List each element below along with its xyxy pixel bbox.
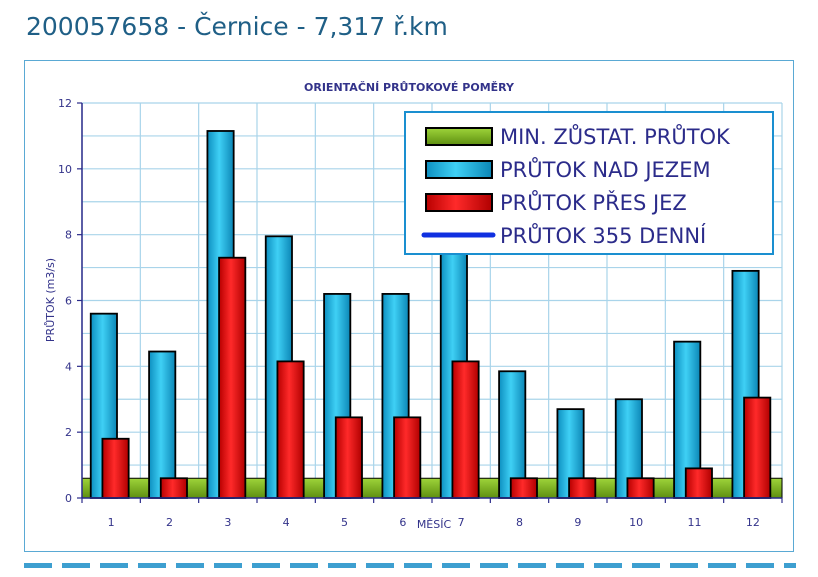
legend: MIN. ZŮSTAT. PRŮTOK PRŮTOK NAD JEZEM PRŮTO… <box>404 111 774 255</box>
x-tick-label: 9 <box>574 516 581 529</box>
x-tick-label: 7 <box>458 516 465 529</box>
y-tick-label: 10 <box>58 163 72 176</box>
x-tick-label: 3 <box>224 516 231 529</box>
x-tick-label: 10 <box>629 516 643 529</box>
x-tick-label: 11 <box>688 516 702 529</box>
x-tick-label: 8 <box>516 516 523 529</box>
x-tick-label: 5 <box>341 516 348 529</box>
y-axis-label: PRŮTOK (m3/s) <box>44 258 57 342</box>
chart-title: ORIENTAČNÍ PRŮTOKOVÉ POMĚRY <box>304 81 515 94</box>
bar-pres-jez-12 <box>743 396 772 499</box>
y-tick-label: 12 <box>58 97 72 110</box>
bar-nad-jezem-2 <box>148 350 177 499</box>
bar-pres-jez-8 <box>509 477 538 499</box>
x-tick-label: 12 <box>746 516 760 529</box>
y-tick-label: 6 <box>65 295 72 308</box>
bar-pres-jez-6 <box>393 416 422 499</box>
bar-pres-jez-10 <box>626 477 655 499</box>
bar-pres-jez-9 <box>568 477 597 499</box>
legend-swatch <box>425 160 493 179</box>
x-tick-label: 4 <box>283 516 290 529</box>
x-tick-label: 1 <box>108 516 115 529</box>
legend-label: PRŮTOK NAD JEZEM <box>500 156 711 182</box>
bars <box>89 130 772 499</box>
y-tick-label: 4 <box>65 360 72 373</box>
x-tick-label: 6 <box>399 516 406 529</box>
legend-label: MIN. ZŮSTAT. PRŮTOK <box>500 123 731 149</box>
y-tick-label: 2 <box>65 426 72 439</box>
bar-pres-jez-7 <box>451 360 480 499</box>
bottom-divider <box>24 563 796 568</box>
bar-pres-jez-5 <box>334 416 363 499</box>
bar-pres-jez-2 <box>159 477 188 499</box>
y-tick-label: 0 <box>65 492 72 505</box>
x-axis-label: MĚSÍC <box>417 518 452 531</box>
y-tick-label: 8 <box>65 229 72 242</box>
bar-pres-jez-11 <box>684 467 713 499</box>
x-tick-label: 2 <box>166 516 173 529</box>
legend-label: PRŮTOK PŘES JEZ <box>500 189 687 215</box>
legend-swatch <box>425 193 493 212</box>
bar-pres-jez-3 <box>218 256 247 499</box>
bar-pres-jez-4 <box>276 360 305 499</box>
legend-swatch <box>425 127 493 146</box>
legend-label: PRŮTOK 355 DENNÍ <box>500 222 706 248</box>
bar-pres-jez-1 <box>101 437 130 499</box>
page-title: 200057658 - Černice - 7,317 ř.km <box>26 12 448 41</box>
